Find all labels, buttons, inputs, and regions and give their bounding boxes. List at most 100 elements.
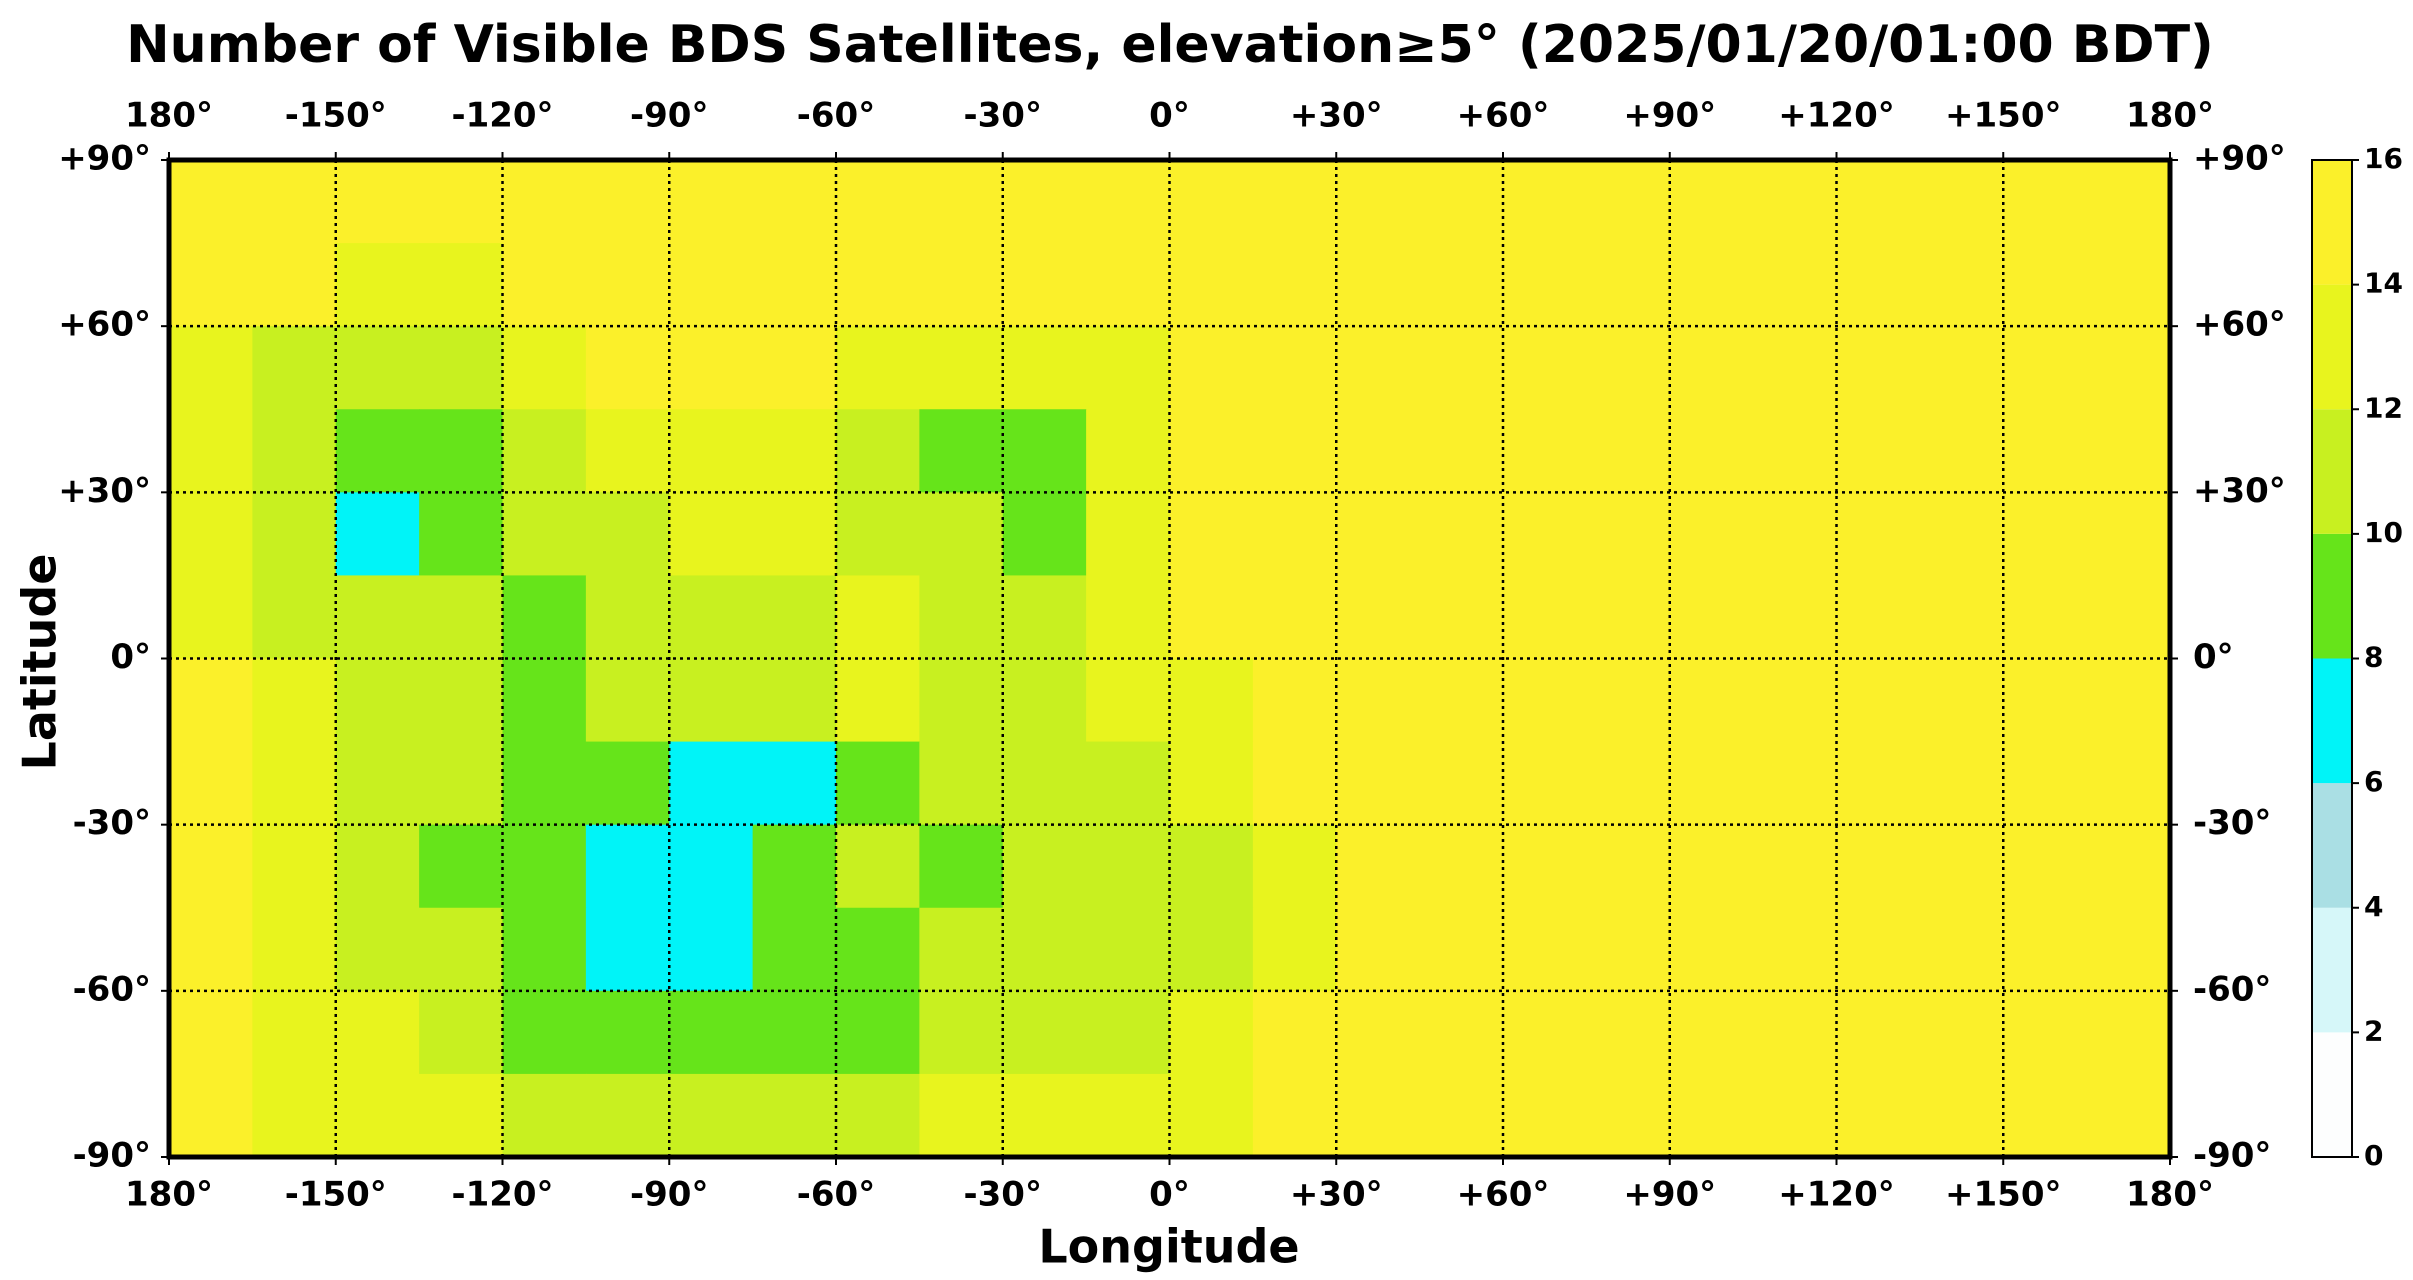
- heat-cell: [1169, 990, 1254, 1075]
- heat-cell: [252, 658, 337, 743]
- x-tick-label: 180°: [125, 96, 213, 136]
- heat-cell: [919, 741, 1004, 826]
- heat-cell: [419, 741, 504, 826]
- y-tick-label: -90°: [2193, 1136, 2271, 1176]
- heat-cell: [836, 243, 920, 327]
- heat-cell: [1669, 1073, 1754, 1158]
- heat-cell: [2003, 824, 2088, 909]
- y-tick-label: +60°: [58, 305, 151, 345]
- heat-cell: [1169, 160, 1254, 244]
- y-tick-label: +60°: [2193, 305, 2286, 345]
- heat-cell: [752, 990, 837, 1075]
- heat-cell: [1086, 492, 1171, 577]
- heat-cell: [1002, 243, 1087, 327]
- heat-cell: [1336, 160, 1421, 244]
- heat-cell: [1419, 243, 1504, 327]
- heat-cell: [1169, 575, 1254, 660]
- heat-cell: [669, 658, 754, 743]
- heat-cell: [836, 575, 920, 660]
- heat-cell: [1419, 1073, 1504, 1158]
- heat-cell: [752, 1073, 837, 1158]
- heat-cell: [1252, 575, 1337, 660]
- heat-cell: [335, 658, 420, 743]
- heat-cell: [1419, 575, 1504, 660]
- y-tick-label: +90°: [58, 139, 151, 179]
- heat-cell: [1336, 492, 1421, 577]
- heat-cell: [419, 907, 504, 992]
- heat-cell: [1836, 409, 1921, 493]
- heat-cell: [1169, 409, 1254, 493]
- heat-cell: [1669, 409, 1754, 493]
- heat-cell: [1503, 492, 1587, 577]
- heat-cell: [1753, 409, 1838, 493]
- heat-cell: [1753, 160, 1838, 244]
- heat-cell: [252, 907, 337, 992]
- heat-cell: [1836, 658, 1921, 743]
- x-tick-label: 180°: [2126, 96, 2214, 136]
- heat-cell: [1836, 575, 1921, 660]
- heat-cell: [585, 1073, 670, 1158]
- heat-cell: [1169, 492, 1254, 577]
- heat-cell: [919, 990, 1004, 1075]
- heat-cell: [169, 658, 253, 743]
- heat-cell: [2003, 326, 2088, 410]
- heat-cell: [1669, 575, 1754, 660]
- heat-cell: [752, 492, 837, 577]
- x-tick-label: -60°: [797, 96, 875, 136]
- heat-cell: [752, 326, 837, 410]
- heat-cell: [1919, 1073, 2004, 1158]
- heat-cell: [2086, 990, 2171, 1075]
- heat-cell: [252, 326, 337, 410]
- heat-cell: [1753, 243, 1838, 327]
- heat-cell: [1919, 326, 2004, 410]
- heat-cell: [2003, 160, 2088, 244]
- y-tick-label: -30°: [73, 803, 151, 843]
- colorbar-segment: [2312, 658, 2352, 784]
- heat-cell: [1419, 824, 1504, 909]
- heat-cell: [502, 326, 587, 410]
- heat-cell: [169, 1073, 253, 1158]
- heat-cell: [2003, 741, 2088, 826]
- heat-cell: [1252, 741, 1337, 826]
- heat-cell: [502, 741, 587, 826]
- heat-cell: [836, 658, 920, 743]
- heat-cell: [1669, 741, 1754, 826]
- heat-cell: [502, 990, 587, 1075]
- heat-cell: [419, 824, 504, 909]
- colorbar-segment: [2312, 409, 2352, 534]
- heat-cell: [2003, 907, 2088, 992]
- heat-cell: [585, 492, 670, 577]
- heat-cell: [1919, 575, 2004, 660]
- y-tick-label: 0°: [110, 637, 151, 677]
- heat-cell: [2086, 575, 2171, 660]
- heat-cell: [585, 575, 670, 660]
- heat-cell: [2003, 990, 2088, 1075]
- heat-cell: [752, 741, 837, 826]
- heat-cell: [2003, 575, 2088, 660]
- heat-cell: [252, 990, 337, 1075]
- x-axis-label: Longitude: [1038, 1220, 1299, 1274]
- heat-cell: [919, 160, 1004, 244]
- heat-cell: [1669, 658, 1754, 743]
- x-tick-label: +60°: [1457, 96, 1550, 136]
- colorbar-tick-label: 2: [2364, 1014, 2383, 1047]
- heat-cell: [1503, 907, 1587, 992]
- heat-cell: [335, 741, 420, 826]
- heat-cell: [1169, 658, 1254, 743]
- heat-cell: [1503, 741, 1587, 826]
- y-tick-label: -30°: [2193, 803, 2271, 843]
- heat-cell: [752, 907, 837, 992]
- heat-cell: [1169, 243, 1254, 327]
- heat-cell: [1169, 326, 1254, 410]
- heat-cell: [669, 243, 754, 327]
- heat-cell: [335, 409, 420, 493]
- heat-cell: [335, 243, 420, 327]
- colorbar-tick-label: 12: [2364, 391, 2403, 424]
- heat-cell: [1669, 243, 1754, 327]
- heat-cell: [1586, 907, 1671, 992]
- heat-cell: [919, 907, 1004, 992]
- heat-cell: [2086, 1073, 2171, 1158]
- x-tick-label: -150°: [285, 1175, 387, 1215]
- heat-cell: [1836, 824, 1921, 909]
- heat-cell: [836, 907, 920, 992]
